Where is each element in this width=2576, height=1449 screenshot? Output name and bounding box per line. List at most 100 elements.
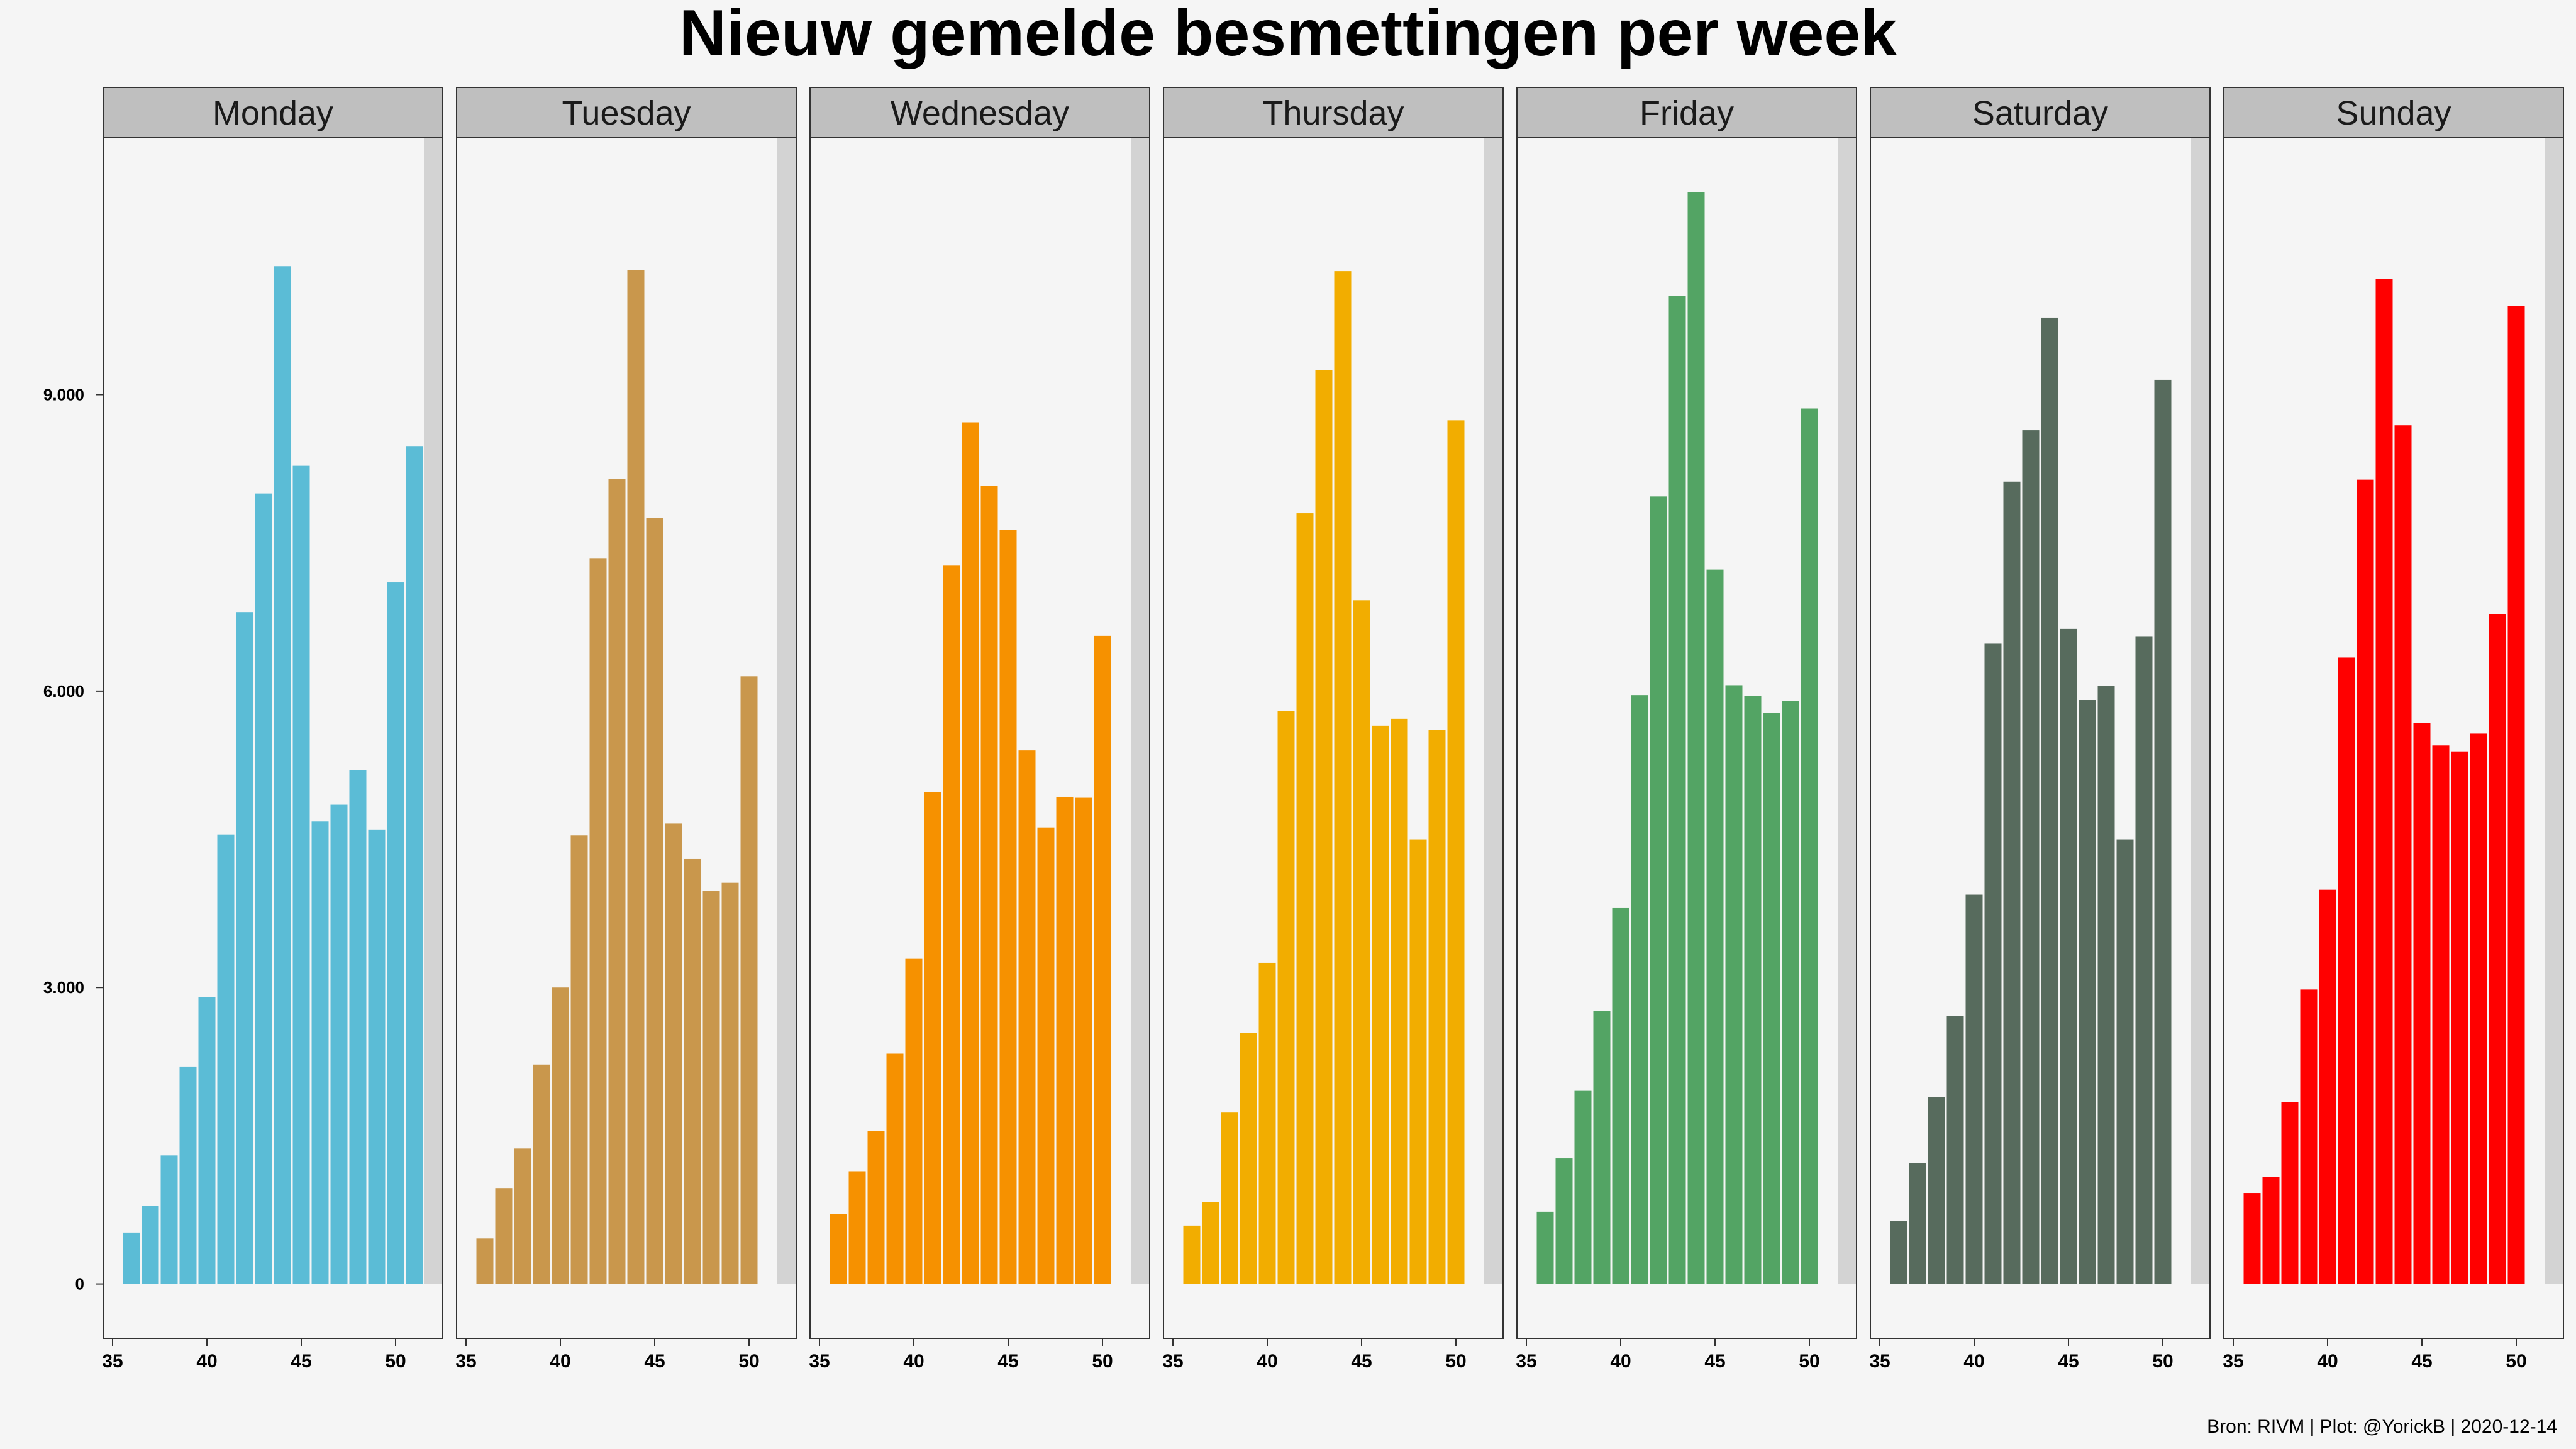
bar (123, 1232, 140, 1284)
bar (2470, 733, 2487, 1284)
x-tick-label: 40 (1257, 1351, 1277, 1372)
bar (2116, 839, 2134, 1284)
bar (1075, 797, 1092, 1284)
bar (217, 834, 235, 1284)
bar (2135, 636, 2153, 1284)
bar (1353, 600, 1370, 1284)
bar (830, 1214, 847, 1284)
bar (1202, 1202, 1219, 1284)
bar (387, 582, 404, 1284)
bar (1037, 827, 1055, 1284)
highlight-band (2545, 138, 2563, 1284)
bar (2097, 686, 2115, 1284)
bar (848, 1171, 866, 1284)
y-tick-label: 6.000 (43, 682, 84, 701)
x-tick-label: 50 (1799, 1351, 1819, 1372)
bar (1612, 907, 1629, 1284)
x-tick-label: 50 (738, 1351, 759, 1372)
plot-area (103, 138, 443, 1338)
facet-strip-label: Thursday (1262, 94, 1404, 132)
bar (1946, 1016, 1964, 1284)
plot-area (810, 138, 1150, 1338)
bar (2357, 479, 2374, 1284)
bar (1744, 696, 1762, 1284)
x-tick-label: 40 (1963, 1351, 1984, 1372)
facet-strip (2223, 87, 2564, 138)
x-tick-label: 35 (809, 1351, 830, 1372)
bar (2489, 614, 2506, 1284)
panel-border (1516, 137, 1857, 1339)
bar (255, 493, 272, 1284)
bar (1296, 513, 1314, 1284)
bar (980, 486, 998, 1284)
x-tick-label: 45 (291, 1351, 311, 1372)
bar (1650, 496, 1667, 1284)
x-tick-label: 35 (1516, 1351, 1536, 1372)
highlight-band (2191, 138, 2210, 1284)
bar (1668, 296, 1686, 1284)
panel-border (1163, 137, 1504, 1339)
bar (962, 422, 979, 1284)
highlight-band (1131, 138, 1150, 1284)
facet-panel-wednesday: Wednesday 35 40 45 50 (809, 87, 1150, 1372)
bar (2375, 279, 2393, 1284)
bar (1536, 1211, 1554, 1284)
bar (1909, 1163, 1926, 1284)
bar (702, 891, 720, 1284)
facet-panels: Monday 35 40 45 50 Tuesday 35 40 45 50 Wednesday 35… (102, 87, 2564, 1372)
bar (1706, 569, 1724, 1284)
bar (1372, 725, 1389, 1284)
bar (1782, 701, 1799, 1284)
bar (406, 446, 423, 1284)
bar (1928, 1097, 1945, 1284)
bar (2451, 751, 2468, 1284)
x-tick-label: 50 (385, 1351, 406, 1372)
facet-strip-label: Sunday (2336, 94, 2451, 132)
facet-panel-thursday: Thursday 35 40 45 50 (1162, 87, 1504, 1372)
highlight-band (1838, 138, 1857, 1284)
bar (608, 479, 626, 1284)
bar (533, 1064, 550, 1284)
x-tick-label: 35 (1162, 1351, 1183, 1372)
bar (1094, 635, 1111, 1284)
bar (740, 676, 758, 1284)
x-tick-label: 50 (1092, 1351, 1113, 1372)
x-tick-label: 45 (2411, 1351, 2432, 1372)
bar (1277, 711, 1295, 1284)
facet-strip (809, 87, 1150, 138)
panel-border (103, 137, 443, 1339)
bar (1391, 718, 1408, 1284)
plot-area (1163, 138, 1503, 1338)
bar (1687, 192, 1705, 1284)
bar (1890, 1221, 1907, 1284)
bar (2243, 1193, 2261, 1284)
x-tick-label: 45 (997, 1351, 1018, 1372)
bar (1056, 796, 1074, 1284)
bar (2079, 700, 2096, 1284)
bar (721, 882, 739, 1284)
bar (142, 1206, 159, 1284)
facet-panel-monday: Monday 35 40 45 50 (102, 87, 443, 1372)
bar (2507, 306, 2525, 1284)
x-tick-label: 45 (644, 1351, 665, 1372)
bar (999, 530, 1017, 1284)
panel-border (1870, 137, 2211, 1339)
y-tick-label: 9.000 (43, 386, 84, 404)
facet-panel-sunday: Sunday 35 40 45 50 (2223, 87, 2564, 1372)
bar (646, 518, 663, 1284)
plot-area (457, 138, 796, 1338)
bar (1631, 695, 1648, 1284)
bar (665, 823, 682, 1284)
facet-strip-label: Tuesday (562, 94, 691, 132)
bar (924, 792, 941, 1284)
bar (2413, 723, 2431, 1284)
bar (2300, 989, 2318, 1284)
bar (495, 1188, 513, 1284)
bar (1593, 1011, 1611, 1284)
bar (1018, 750, 1036, 1284)
bar (905, 958, 923, 1284)
bar (1763, 713, 1780, 1284)
bar (2432, 745, 2450, 1284)
bar (1555, 1158, 1573, 1284)
